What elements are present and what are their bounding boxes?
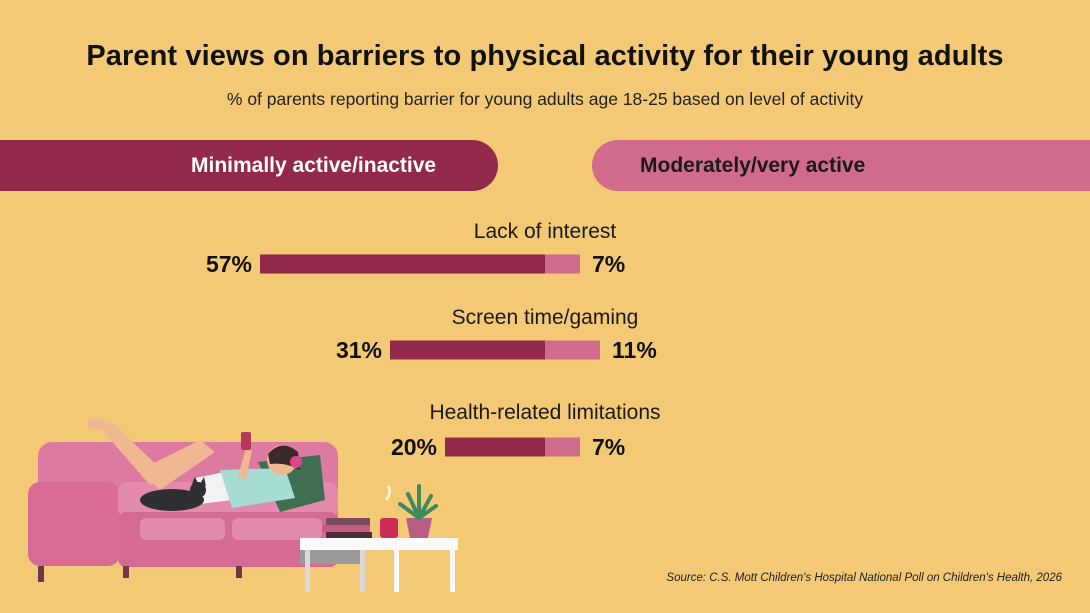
person-on-sofa-with-phone-and-cat-icon [28,418,458,592]
bar-active [545,254,580,274]
source-note: Source: C.S. Mott Children's Hospital Na… [666,572,1062,584]
bar-inactive [260,254,545,274]
bar-active [545,340,600,360]
category-label: Health-related limitations [429,401,660,424]
bar-inactive [390,340,545,360]
value-label-inactive: 31% [336,337,382,363]
bar-inactive [445,437,545,457]
category-label: Screen time/gaming [452,306,639,329]
legend-active: Moderately/very active [592,140,1090,191]
value-label-inactive: 57% [206,251,252,277]
value-label-active: 7% [592,434,625,460]
bar-active [545,437,580,457]
chart-title: Parent views on barriers to physical act… [86,40,1004,72]
legend-inactive: Minimally active/inactive [0,140,498,191]
value-label-active: 11% [612,337,657,363]
value-label-inactive: 20% [391,434,437,460]
category-label: Lack of interest [474,220,617,243]
chart-subtitle: % of parents reporting barrier for young… [226,89,864,109]
value-label-active: 7% [592,251,625,277]
